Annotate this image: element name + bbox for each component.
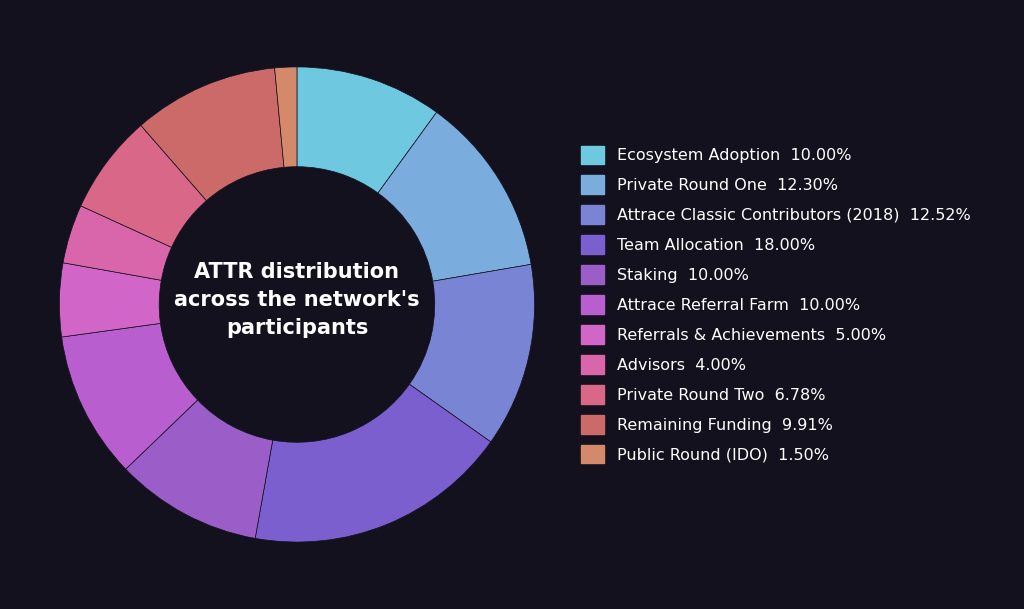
Wedge shape: [59, 262, 162, 337]
Wedge shape: [410, 264, 535, 442]
Wedge shape: [63, 206, 172, 280]
Wedge shape: [81, 125, 207, 247]
Legend: Ecosystem Adoption  10.00%, Private Round One  12.30%, Attrace Classic Contribut: Ecosystem Adoption 10.00%, Private Round…: [582, 146, 971, 463]
Wedge shape: [274, 67, 297, 167]
Wedge shape: [297, 67, 436, 193]
Wedge shape: [126, 400, 272, 538]
Wedge shape: [378, 112, 531, 281]
Wedge shape: [141, 68, 284, 200]
Text: ATTR distribution
across the network's
participants: ATTR distribution across the network's p…: [174, 262, 420, 338]
Wedge shape: [61, 323, 198, 469]
Wedge shape: [255, 384, 490, 542]
